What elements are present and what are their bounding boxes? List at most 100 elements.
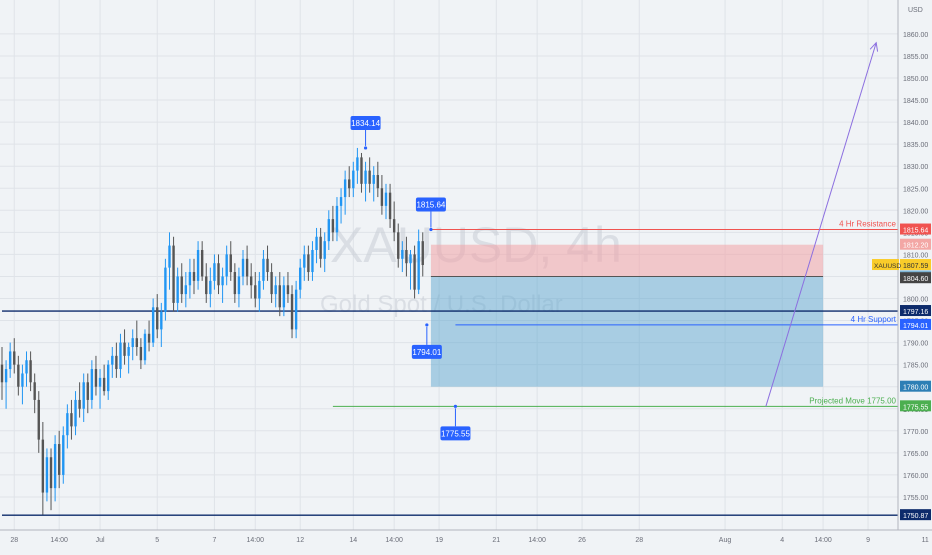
candle[interactable] <box>160 311 163 330</box>
candle[interactable] <box>339 197 343 206</box>
candle[interactable] <box>37 399 40 440</box>
candle[interactable] <box>82 382 85 409</box>
candle[interactable] <box>147 333 151 343</box>
candle[interactable] <box>343 179 347 198</box>
candle[interactable] <box>209 280 212 295</box>
candle[interactable] <box>327 219 330 242</box>
candle[interactable] <box>13 351 16 365</box>
candle[interactable] <box>107 364 110 392</box>
candle[interactable] <box>164 267 167 312</box>
candle[interactable] <box>45 457 49 493</box>
candle[interactable] <box>70 413 73 427</box>
candle[interactable] <box>172 245 175 303</box>
callout-box[interactable] <box>440 426 471 441</box>
candle[interactable] <box>33 382 36 400</box>
candle[interactable] <box>17 364 20 387</box>
candle[interactable] <box>213 263 216 281</box>
candle[interactable] <box>405 249 408 264</box>
candle[interactable] <box>388 192 392 220</box>
candle[interactable] <box>156 307 159 330</box>
candle[interactable] <box>217 263 220 286</box>
candle[interactable] <box>21 373 24 387</box>
candle[interactable] <box>196 249 200 281</box>
candle[interactable] <box>98 377 102 387</box>
candle[interactable] <box>294 289 298 330</box>
candle[interactable] <box>180 276 183 295</box>
candle[interactable] <box>278 285 281 308</box>
candle[interactable] <box>348 179 351 189</box>
candle[interactable] <box>221 276 224 286</box>
candle[interactable] <box>352 170 355 189</box>
candle[interactable] <box>233 272 237 295</box>
candle[interactable] <box>360 157 363 184</box>
candle[interactable] <box>151 307 155 343</box>
candle[interactable] <box>94 369 98 387</box>
candle[interactable] <box>74 399 77 427</box>
candle[interactable] <box>200 249 204 277</box>
candle[interactable] <box>356 157 359 171</box>
candle[interactable] <box>372 175 375 184</box>
candle[interactable] <box>86 382 89 400</box>
candle[interactable] <box>282 285 286 308</box>
candle[interactable] <box>29 360 32 383</box>
candle[interactable] <box>135 338 139 348</box>
candle[interactable] <box>364 170 367 184</box>
candle[interactable] <box>241 258 245 277</box>
candle[interactable] <box>25 360 28 374</box>
candle[interactable] <box>184 285 188 295</box>
candle[interactable] <box>421 241 424 266</box>
candle[interactable] <box>249 276 253 286</box>
candle[interactable] <box>57 444 61 475</box>
candle[interactable] <box>368 170 371 184</box>
callout-box[interactable] <box>415 197 446 212</box>
candle[interactable] <box>115 355 118 370</box>
candle[interactable] <box>409 254 412 264</box>
candle[interactable] <box>380 188 384 206</box>
candle[interactable] <box>245 258 249 277</box>
candle[interactable] <box>384 192 388 206</box>
candle[interactable] <box>131 338 134 348</box>
candle[interactable] <box>274 285 277 295</box>
candle[interactable] <box>8 351 12 370</box>
candle[interactable] <box>237 276 241 295</box>
candle[interactable] <box>78 399 81 409</box>
candle[interactable] <box>417 241 420 290</box>
candle[interactable] <box>62 435 65 475</box>
candle[interactable] <box>229 254 232 273</box>
candle[interactable] <box>119 342 122 370</box>
candle[interactable] <box>139 347 143 361</box>
candle[interactable] <box>102 377 106 392</box>
candle[interactable] <box>4 369 8 383</box>
candle[interactable] <box>319 236 322 259</box>
callout-box[interactable] <box>350 115 381 130</box>
candle[interactable] <box>49 457 53 489</box>
candle[interactable] <box>258 280 261 299</box>
candle[interactable] <box>413 254 416 290</box>
candle[interactable] <box>262 258 265 281</box>
candle[interactable] <box>225 254 228 277</box>
candle[interactable] <box>188 272 192 286</box>
candle[interactable] <box>192 272 196 281</box>
take-profit-zone[interactable] <box>430 276 824 387</box>
candle[interactable] <box>299 267 302 290</box>
candle[interactable] <box>168 245 171 268</box>
candle[interactable] <box>376 175 380 189</box>
candle[interactable] <box>307 254 310 273</box>
candle[interactable] <box>266 258 269 273</box>
candle[interactable] <box>303 254 306 268</box>
candle[interactable] <box>315 236 318 250</box>
callout-box[interactable] <box>411 344 442 359</box>
candle[interactable] <box>254 285 257 299</box>
candle[interactable] <box>392 219 396 233</box>
candle[interactable] <box>0 364 4 383</box>
candle[interactable] <box>90 369 94 400</box>
candle[interactable] <box>270 272 273 295</box>
candle[interactable] <box>53 444 57 489</box>
candle[interactable] <box>205 276 208 295</box>
candle[interactable] <box>66 413 69 436</box>
candle[interactable] <box>311 249 314 273</box>
candle[interactable] <box>323 241 326 259</box>
stop-loss-zone[interactable] <box>430 244 824 277</box>
candle[interactable] <box>286 285 290 295</box>
